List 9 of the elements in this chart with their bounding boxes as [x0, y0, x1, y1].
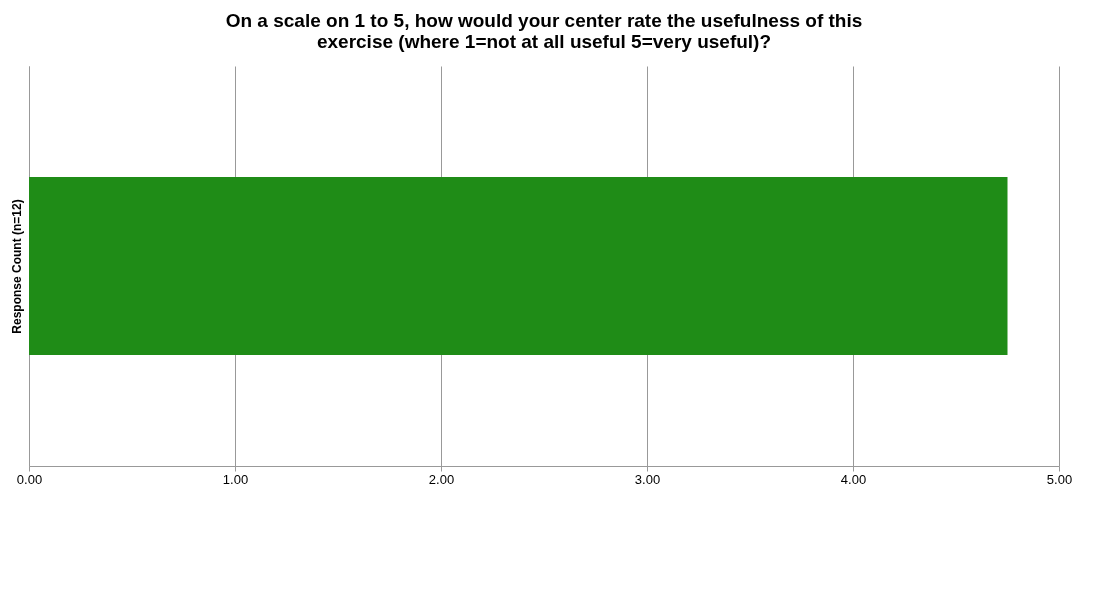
x-tick-label: 5.00	[1046, 471, 1073, 487]
x-tick-label: 1.00	[222, 471, 249, 487]
x-tick-label: 2.00	[428, 471, 455, 487]
x-tick-label: 0.00	[16, 471, 43, 487]
text: exercise (where 1=not at all useful 5=very useful)?	[316, 31, 772, 52]
text: On a scale on 1 to 5, how would your center rate the usefulness of this	[225, 10, 863, 31]
x-tick-label: 4.00	[840, 471, 867, 487]
x-tick-label: 3.00	[634, 471, 661, 487]
y-axis-title: Response Count (n=12)	[9, 199, 24, 334]
